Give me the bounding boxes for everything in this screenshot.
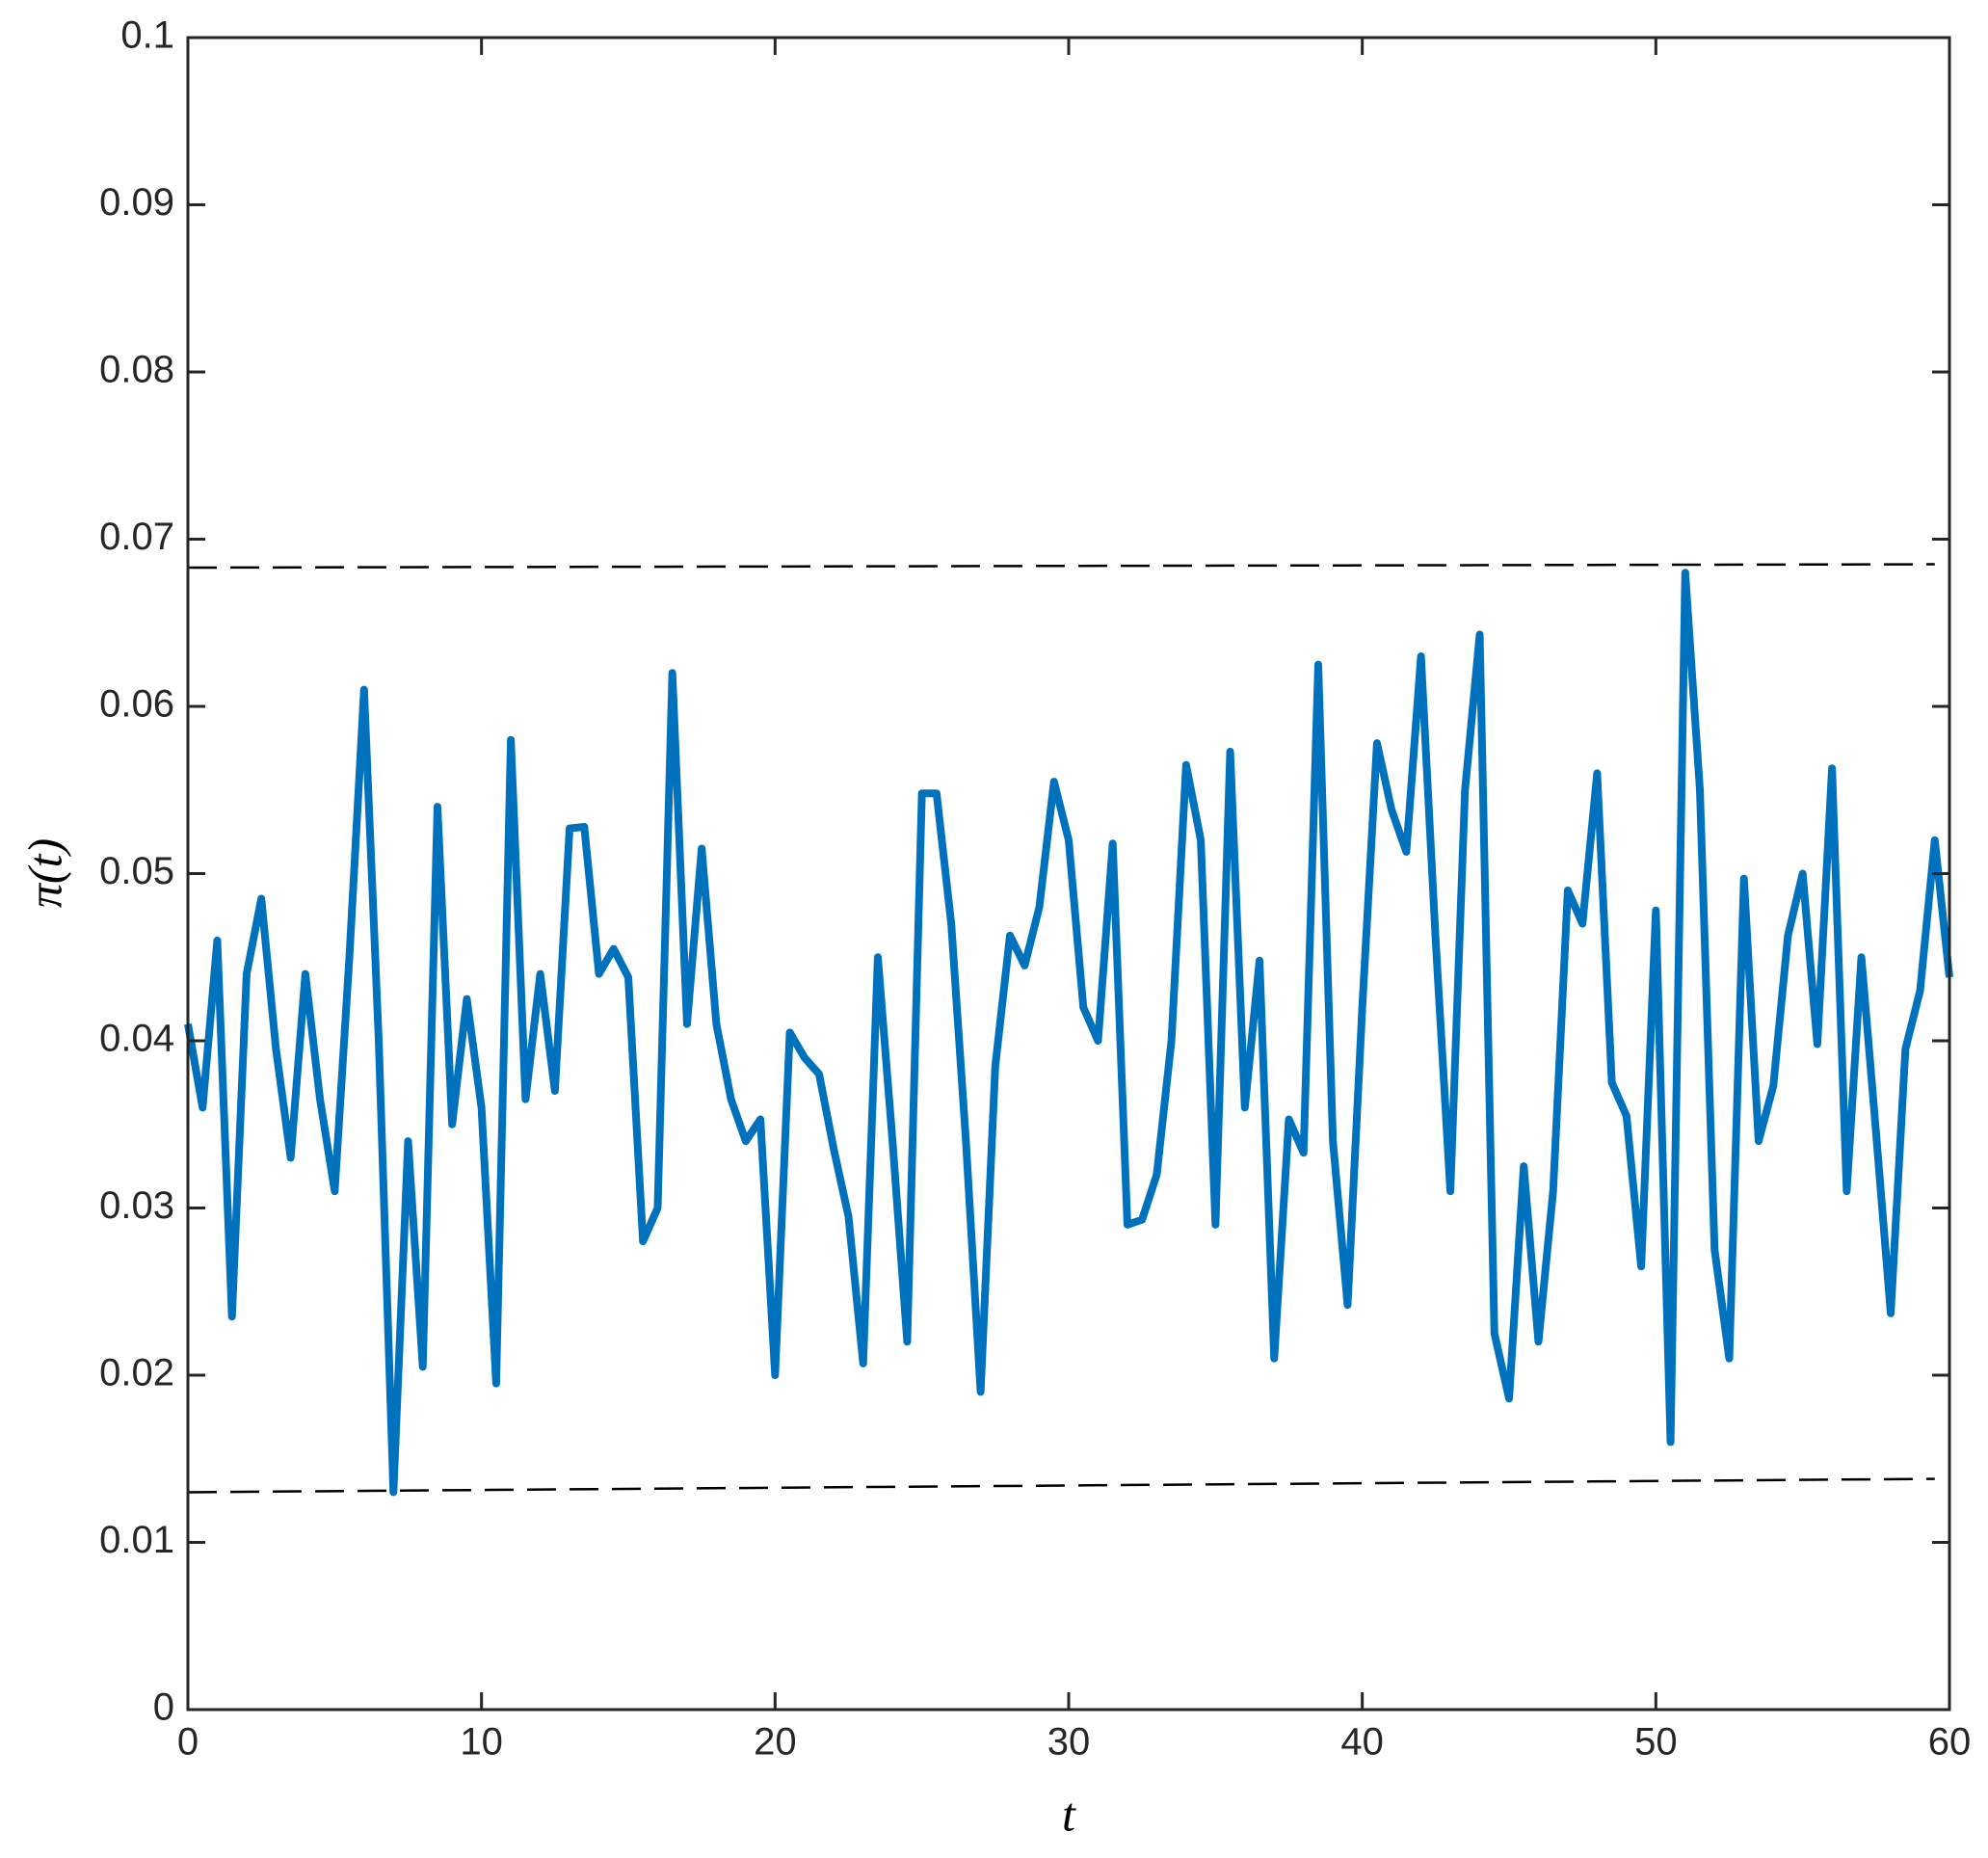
- y-tick-label: 0.04: [99, 1018, 174, 1060]
- y-tick-label: 0: [153, 1686, 174, 1729]
- x-axis-label: t: [1062, 1787, 1076, 1841]
- reference-line: [187, 563, 1935, 570]
- y-tick-label: 0.03: [99, 1184, 174, 1227]
- y-axis-label: π(t): [17, 838, 71, 908]
- y-tick-label: 0.05: [99, 850, 174, 892]
- y-tick-label: 0.07: [99, 516, 174, 558]
- y-tick-label: 0.02: [99, 1352, 174, 1394]
- y-tick-label: 0.09: [99, 181, 174, 224]
- y-tick-label: 0.08: [99, 349, 174, 391]
- x-tick-label: 50: [1634, 1721, 1678, 1764]
- x-tick-label: 40: [1340, 1721, 1384, 1764]
- data-line: [184, 569, 1953, 1497]
- y-tick-label: 0.06: [99, 683, 174, 726]
- x-tick-label: 60: [1928, 1721, 1972, 1764]
- x-tick-label: 30: [1047, 1721, 1091, 1764]
- reference-line: [187, 1477, 1935, 1494]
- x-tick-label: 10: [460, 1721, 503, 1764]
- x-tick-label: 20: [754, 1721, 797, 1764]
- y-tick-label: 0.01: [99, 1519, 174, 1561]
- y-tick-label: 0.1: [120, 14, 174, 57]
- x-tick-label: 0: [177, 1721, 199, 1764]
